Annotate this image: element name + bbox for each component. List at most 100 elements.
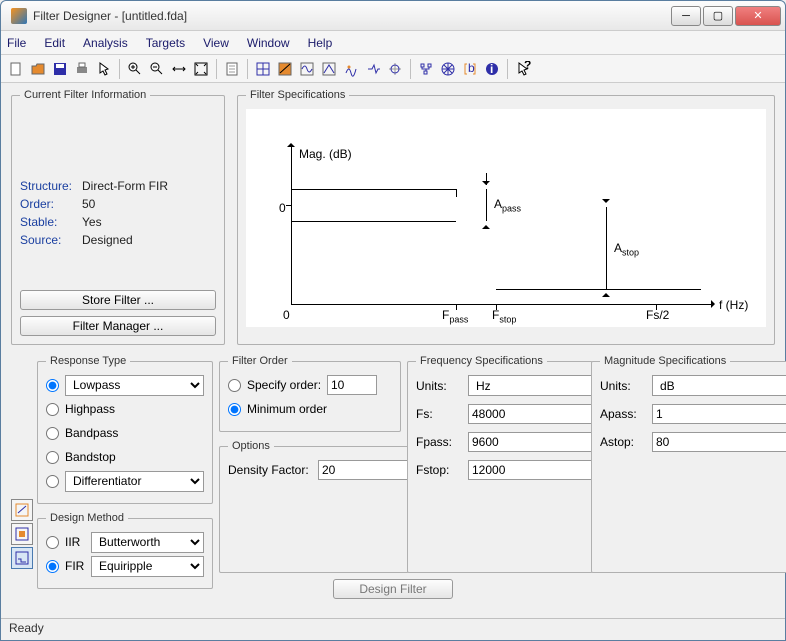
- label-specify-order: Specify order:: [247, 378, 327, 392]
- magnitude-spec-group: Magnitude Specifications Units:dB Apass:…: [591, 355, 786, 573]
- label-iir: IIR: [65, 535, 91, 549]
- forder-legend: Filter Order: [228, 355, 292, 367]
- cfi-structure-label: Structure:: [20, 179, 82, 193]
- diff-select[interactable]: Differentiator: [65, 471, 204, 492]
- menu-analysis[interactable]: Analysis: [83, 36, 128, 50]
- toolbar-grid-icon[interactable]: [438, 59, 458, 79]
- menu-file[interactable]: File: [7, 36, 26, 50]
- cfi-legend: Current Filter Information: [20, 89, 150, 101]
- toolbar-separator: [247, 59, 248, 79]
- cfi-structure-value: Direct-Form FIR: [82, 179, 168, 193]
- cfi-order-label: Order:: [20, 197, 82, 211]
- side-mode-1[interactable]: [11, 499, 33, 521]
- radio-bandpass[interactable]: [46, 427, 59, 440]
- toolbar-separator: [410, 59, 411, 79]
- cfi-order-value: 50: [82, 197, 95, 211]
- astop-input[interactable]: [652, 432, 786, 452]
- minimize-button[interactable]: ─: [671, 6, 701, 26]
- toolbar-new-icon[interactable]: [6, 59, 26, 79]
- toolbar-fx1-icon[interactable]: [341, 59, 361, 79]
- mag-units-select[interactable]: dB: [652, 375, 786, 396]
- current-filter-info-group: Current Filter Information Structure:Dir…: [11, 89, 225, 345]
- label-bandstop: Bandstop: [65, 450, 116, 464]
- toolbar-fx3-icon[interactable]: [385, 59, 405, 79]
- filter-order-group: Filter Order Specify order: Minimum orde…: [219, 355, 401, 432]
- store-filter-button[interactable]: Store Filter ...: [20, 290, 216, 310]
- filter-specifications-group: Filter Specifications Mag. (dB)00FpassFs…: [237, 89, 775, 345]
- options-legend: Options: [228, 440, 274, 452]
- toolbar-open-icon[interactable]: [28, 59, 48, 79]
- menu-edit[interactable]: Edit: [44, 36, 65, 50]
- svg-text:?: ?: [524, 61, 531, 72]
- cfi-source-value: Designed: [82, 233, 133, 247]
- toolbar-separator: [119, 59, 120, 79]
- iir-select[interactable]: Butterworth: [91, 532, 204, 553]
- toolbar-zoom-out-icon[interactable]: [147, 59, 167, 79]
- radio-minimum-order[interactable]: [228, 403, 241, 416]
- toolbar-zoom-fit-icon[interactable]: [191, 59, 211, 79]
- side-mode-2[interactable]: [11, 523, 33, 545]
- toolbar-page-icon[interactable]: [222, 59, 242, 79]
- fpass-label: Fpass:: [416, 435, 468, 449]
- window-title: Filter Designer - [untitled.fda]: [33, 9, 669, 23]
- side-mode-buttons: [11, 355, 37, 573]
- response-type-group: Response Type Lowpass Highpass Bandpass …: [37, 355, 213, 504]
- apass-label: Apass:: [600, 407, 652, 421]
- toolbar-zoom-in-icon[interactable]: [125, 59, 145, 79]
- menu-view[interactable]: View: [203, 36, 229, 50]
- menu-help[interactable]: Help: [308, 36, 333, 50]
- side-mode-3[interactable]: [11, 547, 33, 569]
- radio-diff[interactable]: [46, 475, 59, 488]
- toolbar-panel2-icon[interactable]: [275, 59, 295, 79]
- toolbar-bracket-icon[interactable]: b: [460, 59, 480, 79]
- radio-specify-order[interactable]: [228, 379, 241, 392]
- toolbar-pointer-icon[interactable]: [94, 59, 114, 79]
- close-button[interactable]: ✕: [735, 6, 781, 26]
- label-bandpass: Bandpass: [65, 426, 118, 440]
- dmethod-legend: Design Method: [46, 512, 128, 524]
- toolbar-help-icon[interactable]: ?: [513, 59, 533, 79]
- mag-legend: Magnitude Specifications: [600, 355, 730, 367]
- maximize-button[interactable]: ▢: [703, 6, 733, 26]
- label-fir: FIR: [65, 559, 91, 573]
- app-icon: [11, 8, 27, 24]
- svg-text:i: i: [490, 62, 493, 76]
- label-minimum-order: Minimum order: [247, 402, 327, 416]
- radio-iir[interactable]: [46, 536, 59, 549]
- toolbar-fx2-icon[interactable]: [363, 59, 383, 79]
- status-bar: Ready: [1, 618, 785, 640]
- fstop-label: Fstop:: [416, 463, 468, 477]
- toolbar-separator: [216, 59, 217, 79]
- toolbar-panel1-icon[interactable]: [253, 59, 273, 79]
- toolbar-print-icon[interactable]: [72, 59, 92, 79]
- design-filter-button[interactable]: Design Filter: [333, 579, 453, 599]
- rtype-legend: Response Type: [46, 355, 130, 367]
- freq-legend: Frequency Specifications: [416, 355, 547, 367]
- title-bar: Filter Designer - [untitled.fda] ─ ▢ ✕: [1, 1, 785, 31]
- menu-targets[interactable]: Targets: [146, 36, 185, 50]
- toolbar-panel3-icon[interactable]: [297, 59, 317, 79]
- radio-lowpass[interactable]: [46, 379, 59, 392]
- toolbar-zoom-x-icon[interactable]: [169, 59, 189, 79]
- toolbar-tree-icon[interactable]: [416, 59, 436, 79]
- toolbar-info-icon[interactable]: i: [482, 59, 502, 79]
- filter-spec-diagram: Mag. (dB)00FpassFstopFs/2f (Hz)ApassAsto…: [246, 109, 766, 327]
- fir-select[interactable]: Equiripple: [91, 556, 204, 577]
- cfi-source-label: Source:: [20, 233, 82, 247]
- lowpass-select[interactable]: Lowpass: [65, 375, 204, 396]
- design-method-group: Design Method IIRButterworth FIREquiripp…: [37, 512, 213, 589]
- toolbar-save-icon[interactable]: [50, 59, 70, 79]
- radio-fir[interactable]: [46, 560, 59, 573]
- filter-manager-button[interactable]: Filter Manager ...: [20, 316, 216, 336]
- fs-label: Fs:: [416, 407, 468, 421]
- menu-window[interactable]: Window: [247, 36, 290, 50]
- toolbar: bi?: [1, 55, 785, 83]
- toolbar-panel4-icon[interactable]: [319, 59, 339, 79]
- apass-input[interactable]: [652, 404, 786, 424]
- radio-highpass[interactable]: [46, 403, 59, 416]
- radio-bandstop[interactable]: [46, 451, 59, 464]
- density-label: Density Factor:: [228, 463, 318, 477]
- toolbar-separator: [507, 59, 508, 79]
- freq-units-label: Units:: [416, 379, 468, 393]
- specify-order-input[interactable]: [327, 375, 377, 395]
